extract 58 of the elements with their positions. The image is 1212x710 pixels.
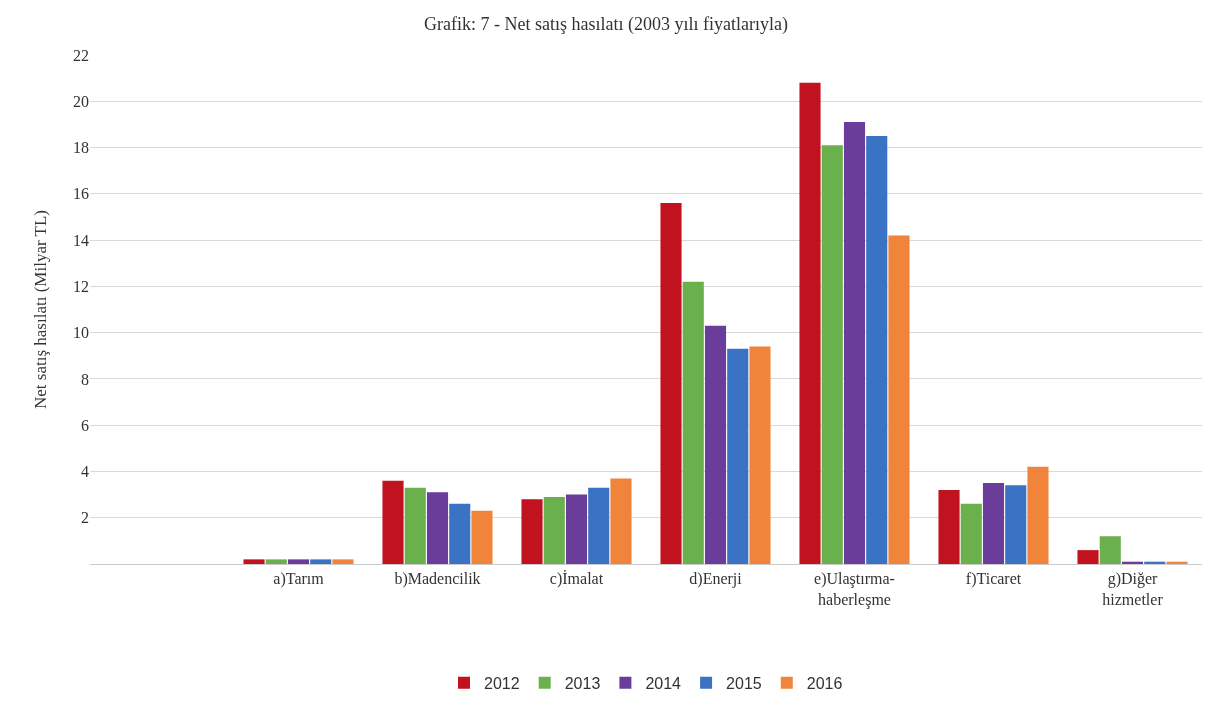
legend-label: 2013 — [564, 674, 601, 692]
x-tick-label: a)Tarım — [273, 570, 325, 589]
x-tick-label: g)Diğer hizmetler — [1102, 570, 1164, 608]
x-tick-label: e)Ulaştırma- haberleşme — [814, 570, 895, 609]
bar — [660, 203, 682, 564]
y-tick-label: 14 — [73, 231, 89, 249]
x-tick-label: b)Madencilik — [394, 570, 481, 589]
bar — [1166, 561, 1188, 564]
x-tick-label: f)Ticaret — [965, 570, 1022, 589]
bar — [265, 559, 287, 564]
y-tick-label: 12 — [73, 277, 89, 295]
y-tick-label: 8 — [81, 370, 89, 388]
bar — [521, 499, 543, 564]
y-tick-label: 2 — [81, 509, 89, 527]
bar — [588, 487, 610, 564]
bar — [1099, 536, 1121, 564]
bar — [449, 503, 471, 564]
bar — [799, 82, 821, 564]
bar — [704, 325, 727, 564]
y-tick-label: 20 — [73, 92, 89, 110]
legend-label: 2015 — [726, 674, 762, 692]
legend-label: 2016 — [806, 674, 843, 692]
bar — [332, 559, 354, 564]
y-tick-label: 18 — [73, 139, 89, 157]
bar — [565, 494, 588, 564]
bar — [426, 492, 449, 564]
y-tick-label: 4 — [81, 463, 89, 481]
bar — [682, 281, 704, 564]
bar — [843, 122, 866, 564]
y-tick-label: 6 — [81, 416, 89, 434]
bar — [749, 346, 771, 564]
x-tick-label: d)Enerji — [689, 570, 743, 589]
y-tick-label: 22 — [73, 46, 89, 64]
legend-label: 2012 — [484, 674, 520, 692]
bar — [888, 235, 910, 564]
bar — [1077, 550, 1099, 564]
bar — [287, 559, 310, 564]
bar — [404, 487, 426, 564]
bar — [821, 145, 843, 564]
bar — [243, 559, 265, 564]
y-axis-title: Net satış hasılatı (Milyar TL) — [31, 210, 50, 409]
chart-title: Grafik: 7 - Net satış hasılatı (2003 yılı fiyatlarıyla) — [424, 14, 788, 36]
y-tick-label: 16 — [73, 185, 89, 203]
bar — [727, 348, 749, 564]
bar — [543, 496, 565, 564]
bar — [382, 480, 404, 564]
legend-label: 2014 — [645, 674, 682, 692]
bar — [610, 478, 632, 564]
x-tick-label: c)İmalat — [549, 570, 604, 589]
bar — [310, 559, 332, 564]
bar — [960, 503, 982, 564]
bar — [1027, 466, 1049, 564]
y-tick-label: 10 — [73, 324, 89, 342]
bar — [982, 483, 1005, 564]
bar — [866, 135, 888, 564]
bar — [1005, 485, 1027, 564]
bar — [938, 489, 960, 564]
bar — [471, 510, 493, 564]
